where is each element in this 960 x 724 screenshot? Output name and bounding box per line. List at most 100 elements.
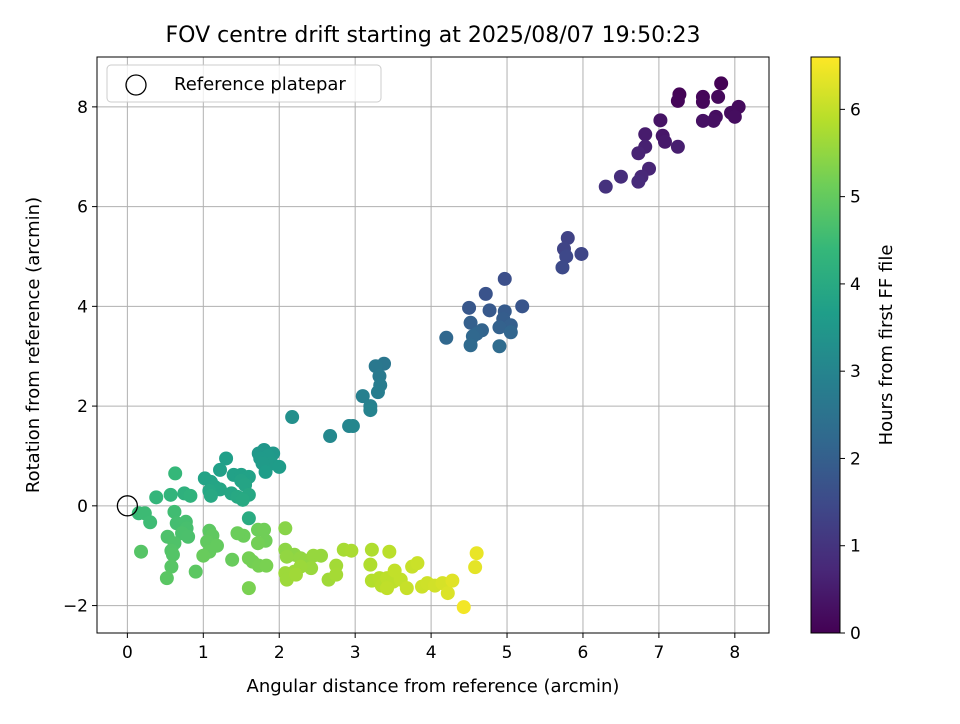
reference-layer (116, 495, 139, 517)
data-point (259, 558, 274, 573)
data-point (370, 385, 385, 400)
data-point (492, 339, 507, 354)
data-point (439, 330, 454, 345)
x-axis-label: Angular distance from reference (arcmin) (247, 676, 620, 697)
data-point (515, 299, 530, 314)
x-tick-label: 2 (274, 643, 285, 663)
colorbar-tick-label: 5 (850, 188, 861, 208)
data-point (560, 231, 575, 246)
data-point (272, 459, 287, 474)
data-point (314, 548, 328, 563)
data-point (230, 526, 245, 541)
colorbar-ticks: 0 1 2 3 4 5 6 (840, 100, 861, 644)
data-point (468, 560, 483, 575)
data-point (382, 544, 397, 559)
y-axis-label: Rotation from reference (arcmin) (23, 197, 44, 493)
data-point (143, 515, 158, 530)
data-point (380, 581, 395, 596)
data-point (695, 113, 710, 128)
y-tick-label: 4 (77, 297, 88, 317)
grid-layer (97, 57, 769, 633)
data-point (631, 174, 646, 189)
data-point (196, 548, 211, 563)
data-point (183, 488, 198, 503)
data-point (250, 536, 265, 551)
data-point (445, 573, 460, 588)
data-point (670, 139, 685, 154)
data-point (323, 429, 338, 444)
data-point (497, 271, 512, 286)
axis-ticks-layer: 0 1 2 3 4 5 6 7 8 −2 0 2 4 6 8 (63, 98, 740, 663)
data-point (159, 571, 174, 586)
data-point (463, 315, 478, 330)
legend: Reference platepar (106, 64, 382, 103)
data-point (164, 559, 179, 574)
data-point (695, 94, 710, 109)
x-tick-label: 0 (122, 643, 133, 663)
data-point (440, 586, 455, 601)
data-point (462, 300, 477, 315)
colorbar-tick-label: 6 (850, 100, 861, 120)
data-point (149, 490, 164, 505)
data-point (329, 567, 344, 582)
y-tick-label: 0 (77, 497, 88, 517)
data-point (344, 543, 359, 558)
colorbar-tick-label: 3 (850, 362, 861, 382)
legend-reference-marker (125, 74, 147, 96)
x-tick-label: 8 (729, 643, 740, 663)
data-point (364, 542, 379, 557)
data-points-layer (131, 76, 746, 615)
data-point (168, 466, 183, 481)
data-point (134, 544, 149, 559)
data-point (165, 547, 180, 562)
data-point (399, 581, 414, 596)
data-point (714, 76, 729, 91)
data-point (258, 464, 273, 479)
data-point (670, 93, 685, 108)
data-point (278, 521, 293, 536)
reference-platepar-marker (116, 495, 139, 517)
data-point (482, 303, 497, 318)
data-point (235, 492, 250, 507)
x-tick-label: 5 (502, 643, 513, 663)
legend-box (106, 64, 382, 103)
data-point (463, 338, 478, 353)
x-tick-label: 3 (350, 643, 361, 663)
data-point (492, 320, 507, 335)
colorbar (810, 56, 841, 634)
colorbar-tick-label: 2 (850, 449, 861, 469)
data-point (181, 529, 196, 544)
data-point (219, 451, 234, 466)
data-point (456, 600, 471, 615)
y-tick-label: −2 (63, 597, 88, 617)
data-point (555, 260, 570, 275)
data-point (598, 179, 613, 194)
colorbar-tick-label: 4 (850, 275, 861, 295)
data-point (469, 546, 484, 561)
data-point (257, 522, 272, 537)
data-point (363, 557, 378, 572)
data-point (631, 146, 646, 161)
data-point (355, 389, 370, 404)
data-point (213, 462, 228, 477)
x-tick-label: 6 (578, 643, 589, 663)
data-point (657, 134, 672, 149)
x-tick-label: 7 (653, 643, 664, 663)
colorbar-label: Hours from first FF file (876, 245, 897, 446)
data-point (503, 325, 518, 340)
data-point (574, 246, 589, 261)
data-point (727, 109, 742, 124)
data-point (203, 488, 218, 503)
plot-frame (96, 56, 770, 634)
y-tick-label: 6 (77, 198, 88, 218)
chart-title: FOV centre drift starting at 2025/08/07 … (166, 23, 701, 48)
data-point (304, 561, 319, 576)
colorbar-tick-label: 1 (850, 537, 861, 557)
data-point (241, 581, 256, 596)
data-point (478, 286, 493, 301)
data-point (225, 552, 240, 567)
data-point (613, 169, 628, 184)
y-tick-label: 8 (77, 98, 88, 118)
